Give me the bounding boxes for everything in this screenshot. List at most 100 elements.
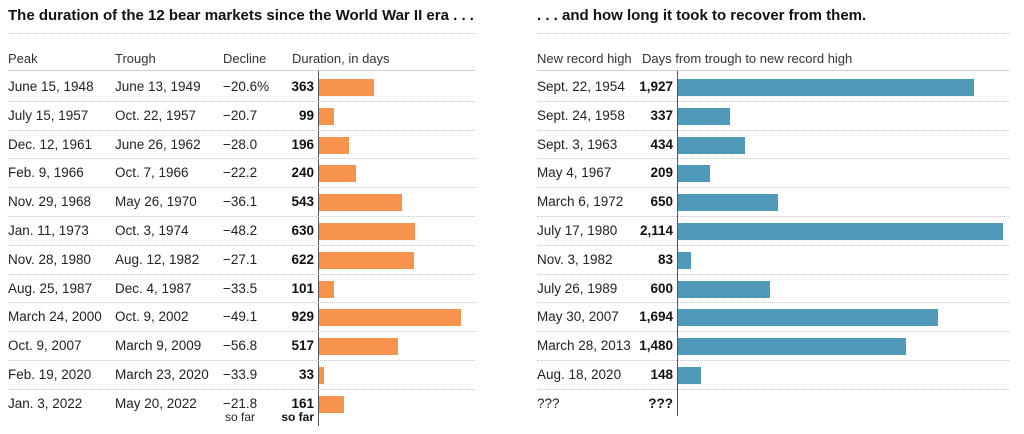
row-divider-left [8,302,475,304]
record-high-date: Sept. 24, 1958 [537,107,625,123]
recovery-label: 1,480 [639,338,673,354]
duration-bar [319,367,325,384]
recovery-bar [678,107,730,125]
record-high-date: Sept. 22, 1954 [537,79,625,94]
recovery-axis [677,71,678,416]
recovery-label: 1,927 [639,79,673,94]
record-high-date: ??? [537,395,560,411]
peak-date: Aug. 25, 1987 [8,280,93,296]
recovery-label: 600 [650,280,673,296]
trough-date: June 26, 1962 [115,136,201,152]
record-high-date: July 26, 1989 [537,280,618,296]
peak-date: June 15, 1948 [8,79,94,94]
trough-date: May 26, 1970 [115,194,197,210]
row-divider-left [8,388,475,390]
decline-value: −33.9 [223,367,258,382]
row-divider-left [8,244,475,246]
decline-value: −22.2 [223,165,258,181]
peak-date: Nov. 28, 1980 [8,251,92,267]
row-divider-right [537,331,1009,333]
decline-value: −49.1 [223,309,258,325]
row-divider-left [8,331,475,333]
record-high-date: March 28, 2013 [537,338,631,354]
row-divider-left [8,187,475,189]
recovery-label: 83 [657,251,673,267]
duration-label: 543 [291,194,314,210]
trough-date: Oct. 7, 1966 [115,165,189,181]
row-divider-right [537,388,1009,390]
row-divider-left [8,129,475,131]
duration-bar [319,223,416,240]
right-title: . . . and how long it took to recover fr… [537,7,867,24]
row-divider-left [8,158,475,160]
duration-label: 929 [291,309,314,325]
recovery-label: 337 [650,107,673,123]
decline-value: −48.2 [223,223,258,238]
recovery-label: 2,114 [639,223,673,238]
duration-label: 161 [291,395,314,411]
decline-value: −20.7 [223,107,258,123]
recovery-label: 148 [650,367,673,382]
recovery-label: 1,694 [639,309,673,325]
duration-bar [319,79,375,96]
row-divider-right [537,273,1009,275]
right-header-rule [537,70,1009,71]
decline-note: so far [225,409,256,424]
duration-bar [319,280,335,298]
trough-date: June 13, 1949 [115,79,201,94]
record-high-date: Aug. 18, 2020 [537,367,622,382]
record-high-date: July 17, 1980 [537,223,618,238]
record-high-date: Nov. 3, 1982 [537,251,613,267]
peak-date: Nov. 29, 1968 [8,194,92,210]
duration-label: 196 [291,136,314,152]
row-divider-left [8,100,475,102]
row-divider-right [537,244,1009,246]
row-divider-right [537,129,1009,131]
trough-date: Oct. 9, 2002 [115,309,189,325]
row-divider-left [8,216,475,217]
trough-date: Dec. 4, 1987 [115,280,192,296]
record-high-date: May 30, 2007 [537,309,619,325]
recovery-label: ??? [648,395,673,411]
header-new-record-high: New record high [537,51,632,66]
duration-bar [319,309,461,327]
recovery-label: 650 [650,194,673,210]
duration-bar [319,395,344,413]
header-peak: Peak [8,51,38,66]
row-divider-right [537,158,1009,160]
recovery-bar [678,194,778,212]
row-divider-right [537,187,1009,189]
recovery-label: 434 [650,136,673,152]
duration-bar [319,251,415,269]
peak-date: Jan. 11, 1973 [8,223,89,238]
trough-date: Oct. 22, 1957 [115,107,197,123]
record-high-date: Sept. 3, 1963 [537,136,618,152]
header-trough: Trough [115,51,156,66]
duration-label: 363 [291,79,314,94]
trough-date: May 20, 2022 [115,395,197,411]
trough-date: Aug. 12, 1982 [115,251,200,267]
duration-label: 99 [298,107,314,123]
peak-date: Feb. 9, 1966 [8,165,84,181]
right-title-rule [537,33,1009,34]
recovery-bar [678,79,975,96]
duration-label: 630 [291,223,314,238]
decline-value: −33.5 [223,280,258,296]
recovery-bar [678,136,745,154]
header-recovery-days: Days from trough to new record high [642,51,853,66]
left-header-rule [8,70,475,71]
decline-value: −36.1 [223,194,258,210]
peak-date: Feb. 19, 2020 [8,367,92,382]
trough-date: March 9, 2009 [115,338,202,354]
left-title-rule [8,33,475,34]
duration-label: 517 [291,338,314,354]
duration-bar [319,165,356,183]
duration-label: 622 [291,251,314,267]
duration-bar [319,136,349,154]
peak-date: Oct. 9, 2007 [8,338,82,354]
peak-date: Jan. 3, 2022 [8,395,83,411]
duration-label: 33 [298,367,314,382]
row-divider-left [8,273,475,275]
recovery-bar [678,280,771,298]
header-decline: Decline [223,51,267,66]
